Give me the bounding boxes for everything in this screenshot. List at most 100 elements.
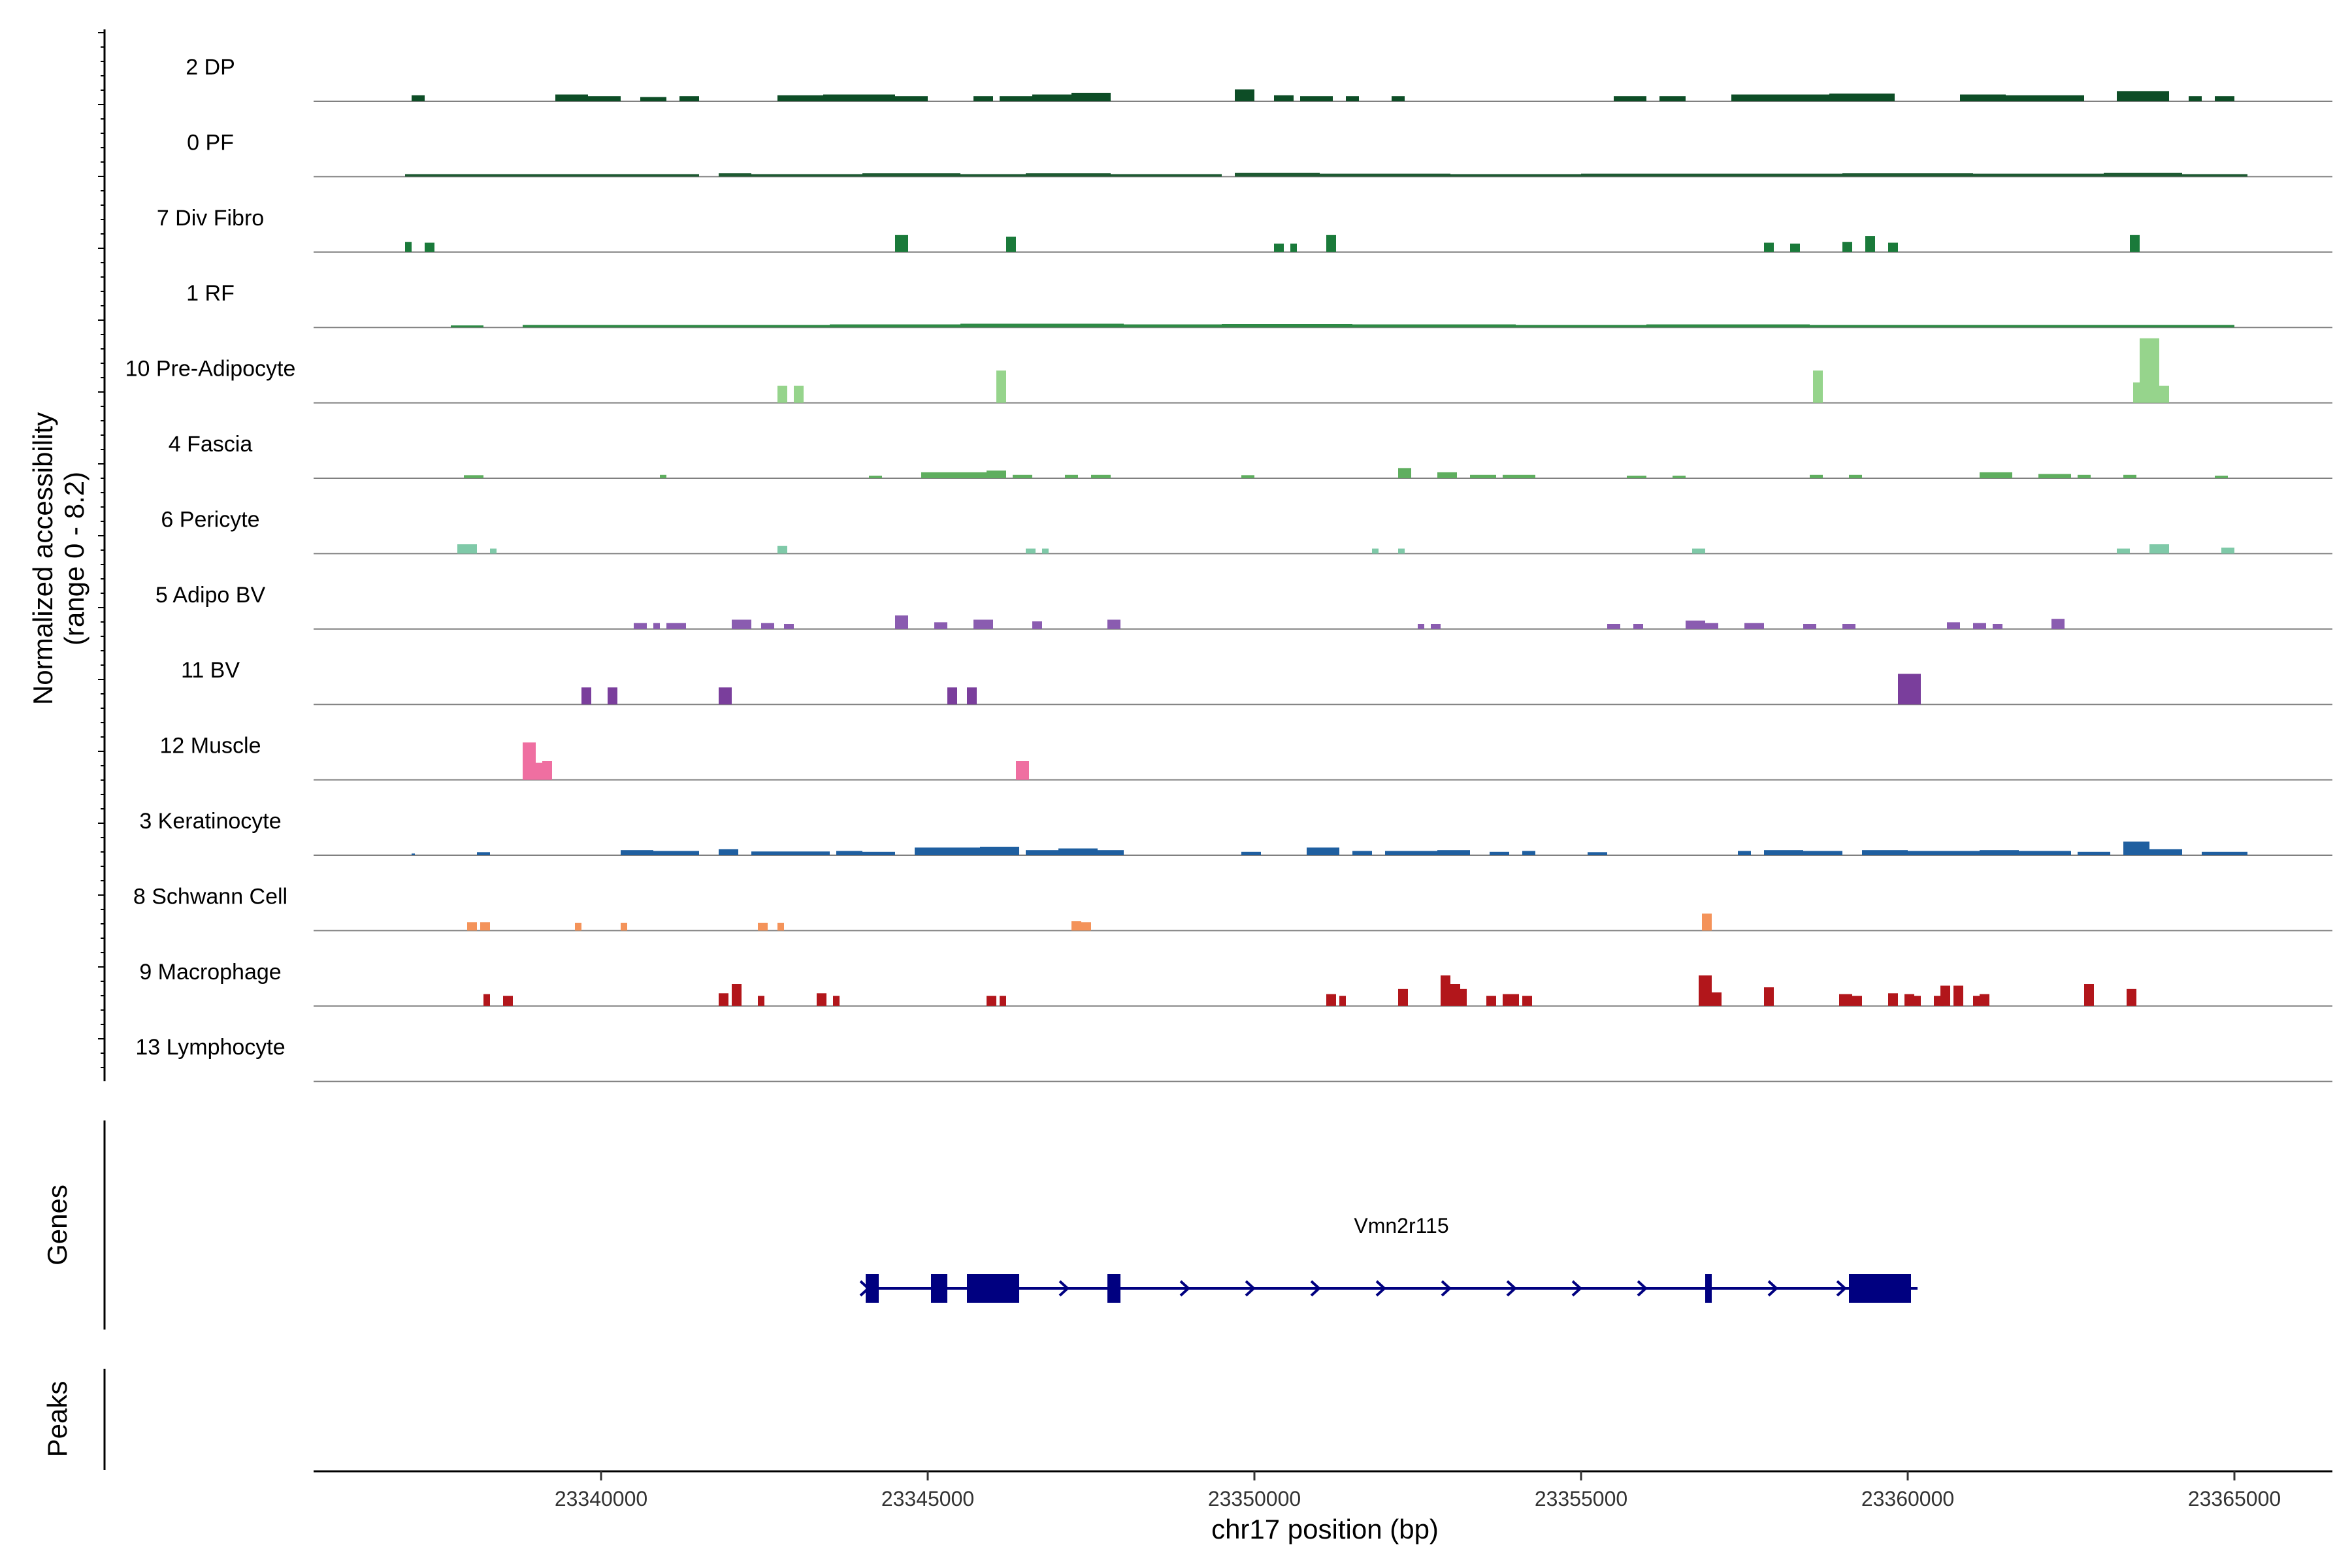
coverage-peak [777, 923, 784, 931]
x-axis-ticks: 23340000 23345000 23350000 23355000 23360000… [555, 1471, 2281, 1511]
coverage-peak [2117, 548, 2130, 554]
coverage-peak [1026, 548, 1036, 554]
coverage-peak [523, 325, 699, 328]
track-8: 11 BV [181, 658, 2332, 706]
coverage-peak [1842, 242, 1852, 252]
gene-track: Vmn2r115 [859, 1214, 1918, 1303]
track-label: 10 Pre-Adipocyte [125, 357, 296, 382]
coverage-peak [836, 851, 862, 855]
coverage-peak [1842, 173, 1973, 177]
coverage-peak [1437, 472, 1457, 478]
track-label: 5 Adipo BV [155, 583, 266, 608]
coverage-peak [996, 370, 1006, 403]
coverage-peak [1953, 985, 1963, 1006]
coverage-peak [412, 853, 415, 855]
coverage-peak [732, 619, 751, 629]
gene-exon [866, 1274, 879, 1303]
coverage-peak [1431, 624, 1441, 629]
coverage-peak [1980, 472, 2012, 478]
x-tick-label: 23340000 [555, 1487, 647, 1511]
coverage-peak [1888, 242, 1898, 252]
coverage-peak [1032, 621, 1042, 629]
coverage-peak [608, 687, 617, 705]
coverage-peak [1241, 851, 1261, 855]
coverage-peak [2149, 544, 2169, 554]
coverage-peak [1973, 623, 1986, 629]
coverage-peak [1107, 619, 1120, 629]
coverage-peak [640, 97, 666, 101]
coverage-peak [1522, 996, 1532, 1006]
strand-arrow [1767, 1280, 1778, 1297]
coverage-peak [1947, 622, 1960, 629]
coverage-peak [777, 385, 787, 403]
coverage-peak [2159, 385, 2169, 403]
coverage-peak [542, 761, 552, 780]
coverage-peak [2136, 325, 2234, 328]
coverage-peak [503, 174, 588, 177]
coverage-peak [862, 851, 895, 855]
coverage-peak [1862, 850, 1908, 855]
coverage-peak [699, 325, 830, 328]
coverage-peak [1829, 93, 1895, 101]
coverage-peak [1692, 548, 1705, 554]
coverage-peak [2127, 988, 2136, 1006]
coverage-peak [967, 687, 977, 705]
strand-arrow [1637, 1280, 1648, 1297]
track-label: 1 RF [186, 281, 235, 306]
coverage-peak [1973, 996, 1980, 1006]
coverage-peak [1842, 624, 1855, 629]
coverage-peak [1111, 174, 1222, 177]
coverage-peak [653, 623, 660, 629]
coverage-peak [1993, 624, 2002, 629]
coverage-peak [464, 475, 483, 478]
coverage-peak [973, 96, 993, 101]
coverage-peak [1437, 850, 1470, 855]
coverage-peak [1398, 988, 1408, 1006]
coverage-peak [634, 623, 647, 629]
coverage-peak [2117, 91, 2169, 101]
track-label: 7 Div Fibro [157, 206, 264, 231]
coverage-peak [1326, 994, 1336, 1006]
coverage-peak [451, 325, 483, 328]
coverage-peak [915, 847, 980, 855]
track-13: 13 Lymphocyte [135, 1035, 2332, 1083]
coverage-peak [412, 95, 425, 101]
track-4: 10 Pre-Adipocyte [125, 338, 2332, 404]
coverage-peak [1790, 243, 1800, 252]
coverage-peak [2202, 851, 2247, 855]
coverage-peak [2038, 474, 2071, 478]
gene-name-label: Vmn2r115 [1354, 1214, 1448, 1237]
peaks-panel-title: Peaks [42, 1381, 73, 1458]
track-label: 12 Muscle [160, 734, 261, 759]
coverage-peak [1326, 235, 1336, 252]
coverage-peak [934, 622, 947, 629]
coverage-peak [1235, 89, 1254, 101]
coverage-peak [1016, 761, 1029, 780]
coverage-peak [719, 173, 751, 177]
coverage-peak [947, 687, 957, 705]
coverage-peak [2215, 96, 2234, 101]
coverage-peak [457, 544, 477, 554]
coverage-peak [1686, 620, 1705, 629]
coverage-peak [794, 385, 804, 403]
coverage-peak [1372, 548, 1379, 554]
coverage-peak [1699, 975, 1712, 1006]
coverage-peak [1980, 994, 1989, 1006]
coverage-peak [751, 851, 830, 855]
coverage-peak [1888, 993, 1898, 1006]
coverage-peak [1940, 985, 1950, 1006]
coverage-peak [1026, 850, 1058, 855]
coverage-peak [405, 174, 503, 177]
coverage-peak [987, 470, 1006, 478]
coverage-peak [1307, 847, 1339, 855]
track-label: 13 Lymphocyte [135, 1035, 285, 1060]
coverage-peak [758, 923, 768, 931]
coverage-peak [1973, 173, 2104, 177]
coverage-peak [1058, 848, 1098, 855]
coverage-peak [719, 687, 732, 705]
coverage-peak [523, 742, 536, 780]
coverage-peak [1839, 994, 1852, 1006]
coverage-peak [960, 323, 1124, 328]
track-label: 6 Pericyte [161, 507, 259, 532]
